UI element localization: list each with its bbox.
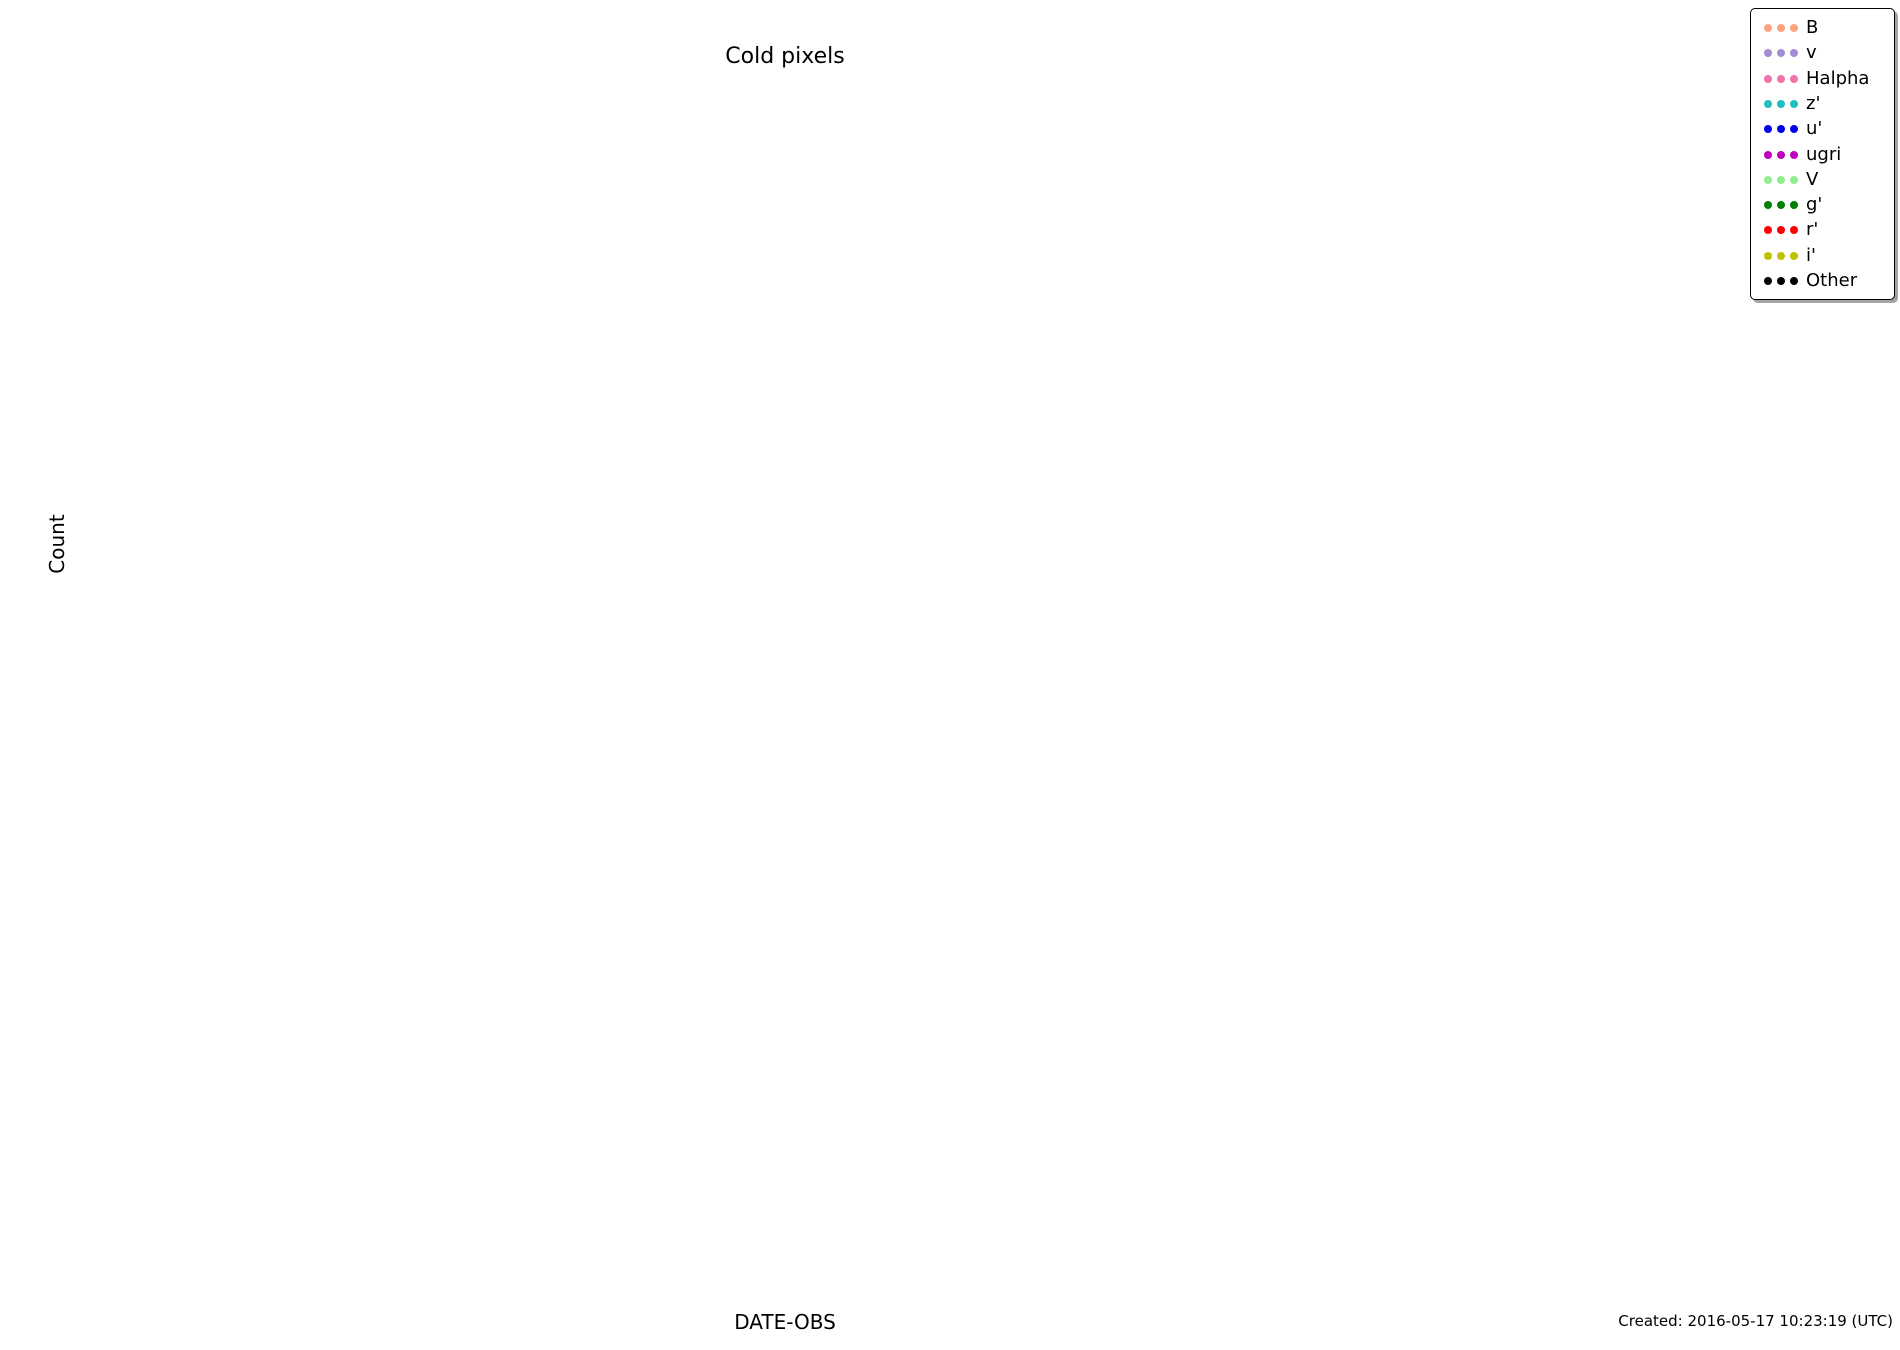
legend-marker-icon [1777,49,1785,58]
legend-marker-icon [1790,251,1798,260]
legend-marker-icon [1790,277,1798,285]
legend-label: i' [1806,244,1816,266]
legend-marker-icon [1777,150,1785,159]
y-axis-label: Count [45,514,69,574]
chart-title: Cold pixels [725,44,845,69]
x-axis-label: DATE-OBS [734,1310,836,1334]
legend-label: v [1806,42,1817,64]
legend-marker-icon [1764,24,1772,32]
legend-marker-icon [1764,99,1772,108]
legend-item-u: u' [1751,116,1894,142]
legend-marker-icon [1777,201,1785,210]
legend-item-halpha: Halpha [1751,66,1894,92]
legend-item-v: v [1751,40,1894,66]
legend-label: ugri [1806,143,1842,165]
legend-marker-icon [1777,99,1785,108]
legend-label: B [1806,17,1819,38]
legend-item-z: z' [1751,91,1894,117]
legend-item-g: g' [1751,192,1894,218]
legend-marker-icon [1764,277,1772,285]
legend-label: g' [1806,194,1823,216]
legend-item-other: Other [1751,268,1894,294]
legend-marker-icon [1777,175,1785,184]
legend-marker-icon [1777,74,1785,83]
legend-item-v: V [1751,167,1894,193]
legend-item-r: r' [1751,217,1894,243]
legend-label: u' [1806,118,1823,140]
legend-marker-icon [1790,226,1798,235]
legend-marker-icon [1777,125,1785,134]
legend-item-ugri: ugri [1751,142,1894,168]
legend-marker-icon [1764,150,1772,159]
legend-marker-icon [1777,24,1785,32]
legend-marker-icon [1764,226,1772,235]
legend-label: V [1806,168,1819,190]
legend-marker-icon [1790,150,1798,159]
legend-marker-icon [1764,74,1772,83]
legend-label: z' [1806,92,1821,114]
legend-marker-icon [1764,125,1772,134]
legend-marker-icon [1790,175,1798,184]
legend-marker-icon [1777,251,1785,260]
legend-label: Halpha [1806,67,1870,89]
legend-marker-icon [1790,201,1798,210]
legend-marker-icon [1790,49,1798,58]
legend-marker-icon [1764,201,1772,210]
legend-marker-icon [1790,125,1798,134]
legend-label: Other [1806,270,1858,291]
legend-label: r' [1806,219,1819,241]
created-timestamp: Created: 2016-05-17 10:23:19 (UTC) [1618,1312,1893,1330]
legend-item-b: B [1751,15,1894,41]
legend-marker-icon [1790,24,1798,32]
legend-marker-icon [1790,74,1798,83]
legend-marker-icon [1764,251,1772,260]
legend-marker-icon [1777,226,1785,235]
legend-marker-icon [1790,99,1798,108]
legend-marker-icon [1764,175,1772,184]
legend-marker-icon [1764,49,1772,58]
legend-marker-icon [1777,277,1785,285]
legend-item-i: i' [1751,243,1894,269]
